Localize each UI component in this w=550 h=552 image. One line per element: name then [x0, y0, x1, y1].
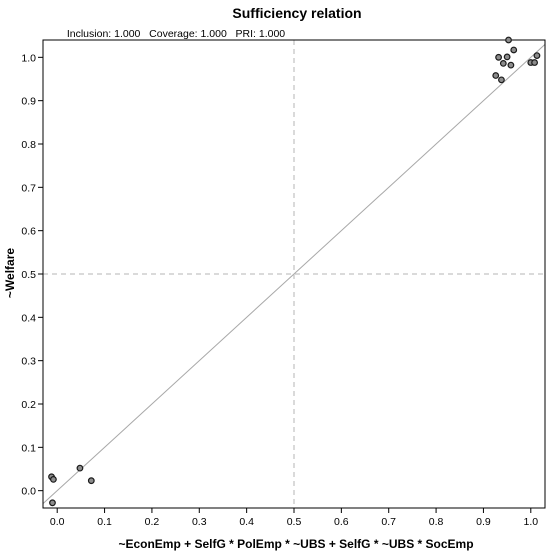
data-point-5: [492, 72, 500, 79]
data-point-11: [507, 61, 515, 69]
data-point-8: [499, 60, 507, 67]
x-axis-label: ~EconEmp + SelfG * PolEmp * ~UBS + SelfG…: [118, 537, 473, 551]
y-tick-label-9: 0.9: [21, 96, 36, 108]
data-point-6: [495, 53, 502, 61]
x-tick-label-8: 0.8: [429, 516, 444, 528]
y-tick-label-7: 0.7: [21, 182, 36, 194]
data-point-12: [510, 46, 518, 54]
y-tick-label-0: 0.0: [21, 486, 36, 498]
y-tick-label-4: 0.4: [21, 312, 36, 324]
data-point-4: [87, 477, 95, 485]
x-tick-label-9: 0.9: [476, 516, 491, 528]
x-tick-label-3: 0.3: [192, 516, 207, 528]
x-tick-label-2: 0.2: [145, 516, 160, 528]
chart-title: Sufficiency relation: [232, 5, 361, 21]
y-tick-label-6: 0.6: [21, 226, 36, 238]
y-axis-label: ~Welfare: [3, 248, 17, 298]
data-point-3: [76, 464, 84, 472]
plot-area: 0.0 0.1 0.2 0.3 0.4 0.5 0.6 0.7 0.8 0.9 1.0 0.0 0.1 0…: [21, 36, 546, 528]
x-tick-label-5: 0.5: [287, 516, 302, 528]
data-point-9: [503, 53, 511, 61]
data-point-10: [505, 36, 512, 44]
x-tick-label-6: 0.6: [334, 516, 349, 528]
y-tick-label-3: 0.3: [21, 356, 36, 368]
data-point-15: [533, 52, 541, 59]
y-tick-label-8: 0.8: [21, 139, 36, 151]
x-tick-label-10: 1.0: [523, 516, 538, 528]
y-tick-label-10: 1.0: [21, 52, 36, 64]
chart-subtitle: Inclusion: 1.000 Coverage: 1.000 PRI: 1.…: [67, 28, 285, 40]
x-tick-label-0: 0.0: [50, 516, 65, 528]
x-tick-label-1: 0.1: [97, 516, 112, 528]
x-tick-label-4: 0.4: [239, 516, 254, 528]
data-point-14: [531, 59, 538, 66]
data-point-2: [49, 499, 56, 507]
y-tick-label-2: 0.2: [21, 399, 36, 411]
y-tick-label-5: 0.5: [21, 269, 36, 281]
data-point-7: [498, 76, 505, 84]
x-tick-label-7: 0.7: [381, 516, 396, 528]
data-point-1: [50, 476, 57, 483]
y-tick-label-1: 0.1: [21, 442, 36, 454]
